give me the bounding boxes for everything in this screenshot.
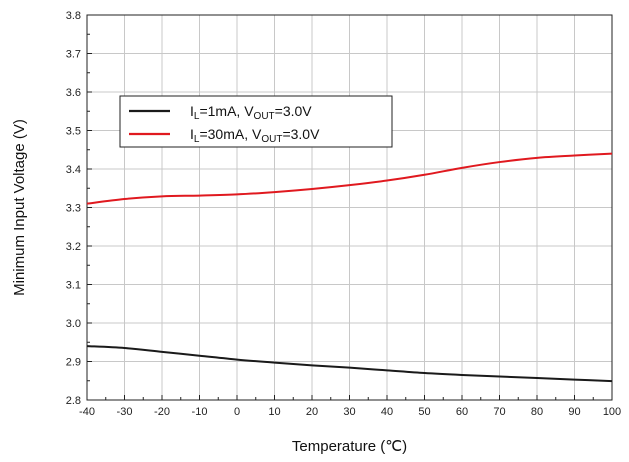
legend-box [119, 95, 393, 148]
legend-label-series-2: IL=30mA, VOUT=3.0V [190, 126, 320, 145]
x-tick-label: 20 [306, 406, 318, 418]
y-tick-label: 3.1 [66, 280, 81, 292]
series-lines [86, 152, 613, 383]
y-tick-label: 3.6 [66, 87, 81, 99]
x-axis-title: Temperature (℃) [292, 438, 407, 455]
grid-lines [87, 15, 612, 400]
x-tick-label: 90 [568, 406, 580, 418]
y-axis-title: Minimum Input Voltage (V) [11, 119, 28, 296]
x-tick-label: 0 [234, 406, 240, 418]
x-tick-label: 70 [493, 406, 505, 418]
y-tick-label: 3.8 [66, 10, 81, 22]
legend: IL=1mA, VOUT=3.0V IL=30mA, VOUT=3.0V [119, 95, 393, 148]
series-line-1 [86, 345, 613, 383]
y-tick-label: 3.7 [66, 49, 81, 61]
x-tick-label: 80 [531, 406, 543, 418]
x-tick-label: -20 [154, 406, 170, 418]
y-tick-label: 3.3 [66, 203, 81, 215]
y-axis-tick-labels: 2.8 2.9 3.0 3.1 3.2 3.3 3.4 3.5 3.6 3.7 3.8 [66, 10, 81, 407]
x-tick-label: 40 [381, 406, 393, 418]
x-tick-label: 100 [603, 406, 621, 418]
x-tick-label: 30 [343, 406, 355, 418]
x-tick-label: -40 [79, 406, 95, 418]
y-tick-label: 3.4 [66, 164, 81, 176]
x-tick-label: 10 [268, 406, 280, 418]
x-tick-label: 60 [456, 406, 468, 418]
y-tick-label: 2.9 [66, 357, 81, 369]
x-tick-label: -30 [117, 406, 133, 418]
axis-ticks [86, 14, 613, 401]
x-axis-tick-labels: -40 -30 -20 -10 0 10 20 30 40 50 60 70 80 90 100 [79, 406, 621, 418]
y-tick-label: 3.0 [66, 318, 81, 330]
legend-label-series-1: IL=1mA, VOUT=3.0V [190, 103, 312, 122]
y-tick-label: 2.8 [66, 395, 81, 407]
x-tick-label: 50 [418, 406, 430, 418]
x-tick-label: -10 [192, 406, 208, 418]
series-line-2 [86, 152, 613, 205]
y-tick-label: 3.5 [66, 126, 81, 138]
y-tick-label: 3.2 [66, 241, 81, 253]
